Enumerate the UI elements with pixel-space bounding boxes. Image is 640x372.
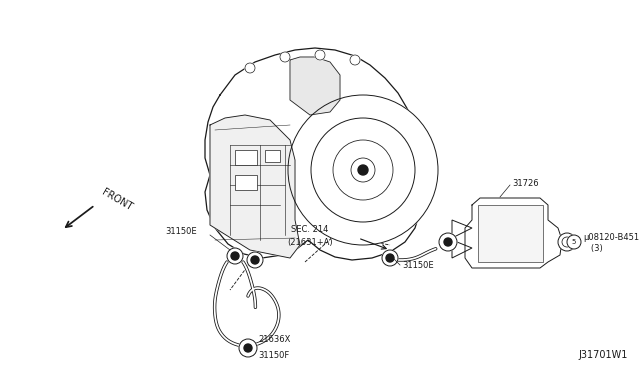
Circle shape	[358, 165, 368, 175]
Text: 5: 5	[572, 239, 576, 245]
Text: (3): (3)	[583, 244, 603, 253]
Bar	[265, 150, 280, 162]
Circle shape	[280, 52, 290, 62]
Circle shape	[251, 256, 259, 264]
Polygon shape	[452, 220, 472, 238]
Text: (21631+A): (21631+A)	[287, 237, 333, 247]
Circle shape	[231, 252, 239, 260]
Circle shape	[386, 254, 394, 262]
Bar	[478, 205, 543, 262]
Text: 31150F: 31150F	[258, 350, 289, 359]
Circle shape	[562, 237, 572, 247]
Polygon shape	[290, 57, 340, 115]
Circle shape	[227, 248, 243, 264]
Circle shape	[350, 55, 360, 65]
Polygon shape	[465, 198, 562, 268]
Circle shape	[439, 233, 457, 251]
Bar	[235, 150, 257, 165]
Text: µ08120-B451E: µ08120-B451E	[583, 234, 640, 243]
Text: 31150E: 31150E	[165, 228, 196, 237]
Text: FRONT: FRONT	[100, 187, 134, 213]
Circle shape	[382, 250, 398, 266]
Circle shape	[247, 252, 263, 268]
Circle shape	[444, 238, 452, 246]
Circle shape	[244, 344, 252, 352]
Circle shape	[239, 339, 257, 357]
Polygon shape	[205, 48, 420, 260]
Text: SEC. 214: SEC. 214	[291, 225, 329, 234]
Circle shape	[333, 140, 393, 200]
Text: 21636X: 21636X	[258, 336, 291, 344]
Circle shape	[567, 235, 581, 249]
Polygon shape	[210, 115, 300, 258]
Circle shape	[245, 63, 255, 73]
Text: 31150E: 31150E	[402, 260, 434, 269]
Circle shape	[288, 95, 438, 245]
Text: 31726: 31726	[512, 179, 539, 187]
Bar	[235, 175, 257, 190]
Circle shape	[315, 50, 325, 60]
Text: J31701W1: J31701W1	[579, 350, 628, 360]
Circle shape	[311, 118, 415, 222]
Polygon shape	[452, 240, 472, 258]
Circle shape	[351, 158, 375, 182]
Circle shape	[558, 233, 576, 251]
